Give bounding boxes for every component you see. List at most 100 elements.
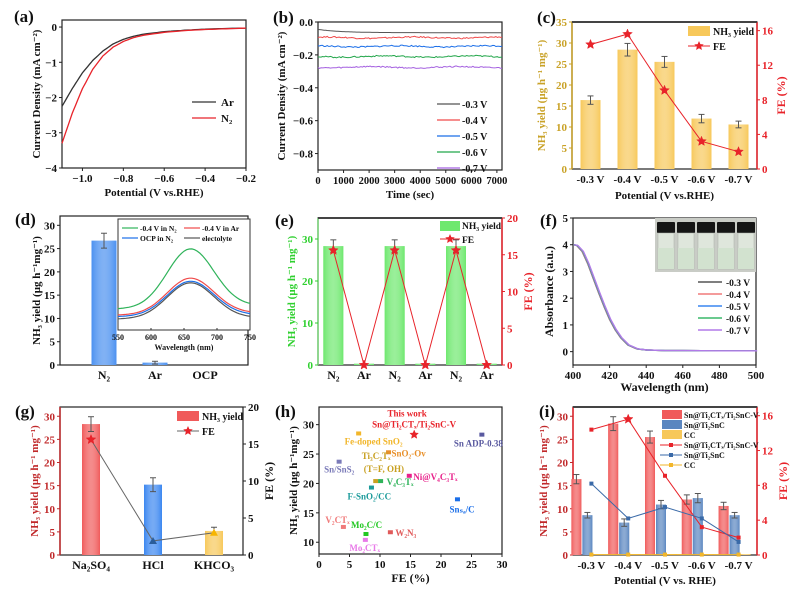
bar-highlight	[619, 522, 630, 555]
y-axis-title: Current Density (mA cm⁻²)	[31, 29, 43, 158]
legend-swatch	[440, 221, 460, 231]
x-axis-title: Potential (V vs. RHE)	[614, 575, 716, 587]
legend-label: Ar	[221, 97, 234, 109]
y2-tick-label: 12	[762, 446, 774, 458]
inset-spectra: 550 600 650 700 750 Wavelength (nm) -0.4 V in …	[112, 218, 256, 352]
scatter-label: (T=F, OH)	[364, 464, 404, 474]
fe-star-marker	[419, 359, 431, 370]
legend-label: NH₃ yield	[202, 412, 243, 423]
bar-highlight	[323, 246, 344, 365]
y-tick-label: 10	[44, 504, 56, 516]
y-axis-title: NH₃ yield (μg h⁻¹mg⁻¹)	[288, 426, 300, 535]
legend-label: -0.4 V	[726, 291, 750, 301]
panel-a: (a) −4 −3 −2 −1 0 −1.0 −0.8 −0.6 −0.4 −0.2 Potentia…	[14, 7, 257, 199]
y-tick-label: 25	[44, 434, 56, 446]
fe-star-marker	[450, 244, 462, 255]
series-line-2	[317, 44, 503, 49]
y-tick-label: 25	[303, 449, 315, 461]
x-tick-label: −0.6	[154, 173, 175, 185]
y-tick-label: 0.0	[299, 17, 313, 29]
y2-tick-label: 10	[248, 476, 260, 488]
y-tick-label: 35	[556, 17, 568, 29]
x-tick-label: 440	[638, 370, 655, 382]
bar-highlight	[656, 504, 666, 555]
bar-highlight	[645, 437, 655, 555]
scatter-point	[362, 537, 368, 542]
x-tick-label: 6000	[461, 176, 482, 187]
legend-swatch	[662, 430, 682, 439]
x-tick-label: −1.0	[72, 173, 93, 185]
scatter-label: Mo₂CTₓ	[349, 543, 380, 553]
vial-liquid	[658, 248, 674, 269]
x-tick-label: -0.5 V	[651, 174, 679, 186]
legend-marker	[669, 443, 673, 447]
x-axis-title: FE (%)	[391, 571, 429, 585]
fe-square-marker	[736, 552, 741, 557]
scatter-label: Ti₃C₂Tₓ	[362, 451, 391, 461]
scatter-label: Snₛₐ/C	[449, 504, 474, 514]
fe-star-marker	[733, 146, 744, 157]
y-tick-label: 30	[44, 411, 56, 423]
y2-tick-label: 15	[507, 250, 519, 262]
legend-label: -0.5 V	[726, 303, 750, 313]
y-tick-label: 30	[44, 220, 56, 232]
fe-square-marker	[663, 505, 667, 510]
y-tick-label: 20	[557, 458, 569, 470]
y2-tick-label: 0	[248, 550, 254, 562]
scatter-point	[368, 485, 374, 490]
x-tick-label: −0.4	[195, 173, 216, 185]
series-line-1	[317, 35, 503, 40]
y-tick-label: 4	[563, 240, 569, 252]
series-line-4	[317, 65, 503, 69]
panel-label: (i)	[539, 402, 555, 421]
scatter-point	[387, 530, 393, 535]
bar-highlight	[580, 100, 601, 169]
x-tick-label: 1000	[333, 176, 354, 187]
inset-series-line	[117, 248, 251, 310]
fe-star-marker	[481, 359, 493, 370]
scatter-point	[373, 479, 379, 484]
inset-legend-label: electolyte	[202, 234, 233, 243]
y-tick-label: −4	[45, 163, 57, 175]
x-tick-label: N₂	[389, 368, 402, 382]
y-tick-label: 20	[44, 458, 56, 470]
scatter-label: Ni@V₄C₃Tₓ	[413, 472, 458, 482]
y-tick-label: 15	[556, 101, 568, 113]
x-tick-label: 480	[711, 370, 728, 382]
x-tick-label: Ar	[148, 368, 163, 382]
panel-label: (f)	[540, 211, 557, 230]
inset-legend-label: OCP in N₂	[140, 234, 174, 243]
scatter-label: W₂N₃	[395, 528, 416, 538]
y-tick-label: 15	[44, 481, 56, 493]
y-axis-title: NH₃ yield (μg h⁻¹mg⁻¹)	[31, 236, 43, 345]
legend-label: -0.3 V	[726, 279, 750, 289]
x-tick-label: N₂	[327, 368, 340, 382]
legend-label: N₂	[221, 113, 233, 125]
y-tick-label: 10	[557, 504, 569, 516]
y2-tick-label: 5	[248, 513, 254, 525]
fe-square-marker	[626, 516, 631, 521]
inset-x-tick-label: 600	[145, 333, 157, 342]
x-tick-label: 7000	[486, 176, 507, 187]
x-tick-label: 10	[375, 559, 387, 571]
bar-highlight	[91, 240, 117, 365]
bar-highlight	[681, 499, 692, 555]
plot-frame	[317, 217, 503, 366]
scatter-label: Sn@Ti₂CTₓ/Ti₂SnC-V	[372, 420, 457, 430]
legend-label: -0.7 V	[726, 327, 750, 337]
fe-star-marker	[696, 135, 707, 146]
y2-tick-label: 8	[762, 480, 768, 492]
scatter-label: V₂CTₓ	[325, 515, 350, 525]
y-tick-label: 0	[50, 550, 56, 562]
series-line-0	[317, 28, 502, 34]
x-tick-label: Ar	[480, 368, 495, 382]
inset-x-axis-title: Wavelength (nm)	[155, 343, 214, 352]
y2-tick-label: 15	[248, 439, 260, 451]
y-axis-title: NH₃ yield (μg h⁻¹ mg⁻¹)	[538, 425, 550, 537]
bar-highlight	[582, 515, 593, 555]
bar-highlight	[617, 49, 638, 169]
x-tick-label: −0.2	[236, 173, 257, 185]
x-tick-label: 15	[405, 559, 417, 571]
